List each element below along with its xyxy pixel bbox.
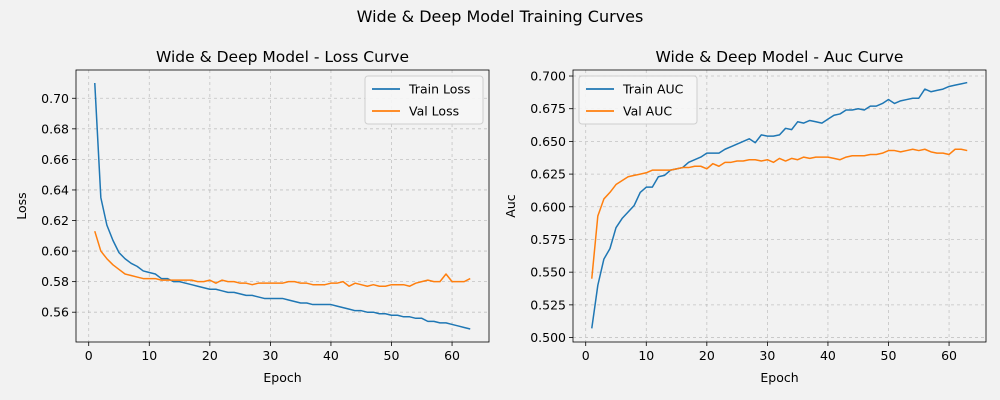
auc-curve-panel: 0 10 20 30 40 50 60 0.500 0.525 0.550 0.575 0.600 0.… <box>503 48 987 385</box>
auc-axes-frame <box>572 69 987 343</box>
loss-legend-label-train-loss: Train Loss <box>408 82 470 97</box>
auc-y-tick-label: 0.575 <box>530 232 566 247</box>
auc-legend-box <box>578 75 698 125</box>
loss-axes-frame <box>75 69 490 343</box>
loss-curve-panel: 0 10 20 30 40 50 60 0.56 0.58 0.60 0.62 0.64 0.66 0.6… <box>14 48 490 385</box>
auc-x-tick-label: 30 <box>759 348 775 363</box>
loss-x-axis-label: Epoch <box>263 370 301 385</box>
auc-legend-label-train-auc: Train AUC <box>622 82 684 97</box>
loss-y-tick-label: 0.62 <box>41 213 69 228</box>
auc-y-tick-label: 0.525 <box>530 297 566 312</box>
loss-x-tick-label: 30 <box>262 348 278 363</box>
auc-x-tick-label: 50 <box>881 348 897 363</box>
auc-x-tick-label: 20 <box>699 348 715 363</box>
loss-y-axis-label: Loss <box>14 192 29 219</box>
auc-y-tick-label: 0.500 <box>530 330 566 345</box>
auc-series-train-auc-line <box>591 81 968 329</box>
auc-x-tick-label: 0 <box>582 348 590 363</box>
figure-suptitle: Wide & Deep Model Training Curves <box>357 7 644 26</box>
loss-x-tick-label: 0 <box>85 348 93 363</box>
auc-y-tick-label: 0.700 <box>530 69 566 84</box>
auc-y-tick-label: 0.625 <box>530 167 566 182</box>
loss-y-tick-label: 0.58 <box>41 274 69 289</box>
auc-x-tick-label: 40 <box>820 348 836 363</box>
loss-y-tick-label: 0.66 <box>41 152 69 167</box>
loss-legend-label-val-loss: Val Loss <box>409 104 459 119</box>
auc-y-axis-label: Auc <box>503 194 518 217</box>
auc-legend-label-val-auc: Val AUC <box>623 104 672 119</box>
loss-y-tick-label: 0.64 <box>41 182 69 197</box>
auc-legend: Train AUC Val AUC <box>578 75 698 125</box>
auc-chart-title: Wide & Deep Model - Auc Curve <box>656 48 904 66</box>
auc-x-tick-label: 60 <box>941 348 957 363</box>
loss-x-tick-label: 10 <box>141 348 157 363</box>
auc-x-axis-label: Epoch <box>760 370 798 385</box>
loss-series-val-loss-line <box>94 230 471 287</box>
loss-x-tick-label: 60 <box>444 348 460 363</box>
auc-series-val-auc-line <box>591 148 968 279</box>
loss-legend-box <box>364 75 484 125</box>
auc-y-tick-label: 0.675 <box>530 101 566 116</box>
loss-y-tick-label: 0.60 <box>41 244 69 259</box>
loss-y-tick-label: 0.56 <box>41 305 69 320</box>
auc-y-tick-label: 0.550 <box>530 265 566 280</box>
auc-y-tick-label: 0.600 <box>530 199 566 214</box>
loss-legend: Train Loss Val Loss <box>364 75 484 125</box>
loss-x-tick-label: 20 <box>202 348 218 363</box>
auc-x-tick-label: 10 <box>638 348 654 363</box>
loss-x-tick-label: 40 <box>323 348 339 363</box>
loss-y-tick-label: 0.68 <box>41 121 69 136</box>
loss-series-train-loss-line <box>94 82 471 330</box>
loss-x-tick-label: 50 <box>384 348 400 363</box>
loss-y-tick-label: 0.70 <box>41 91 69 106</box>
auc-y-tick-label: 0.650 <box>530 134 566 149</box>
loss-chart-title: Wide & Deep Model - Loss Curve <box>156 48 409 66</box>
